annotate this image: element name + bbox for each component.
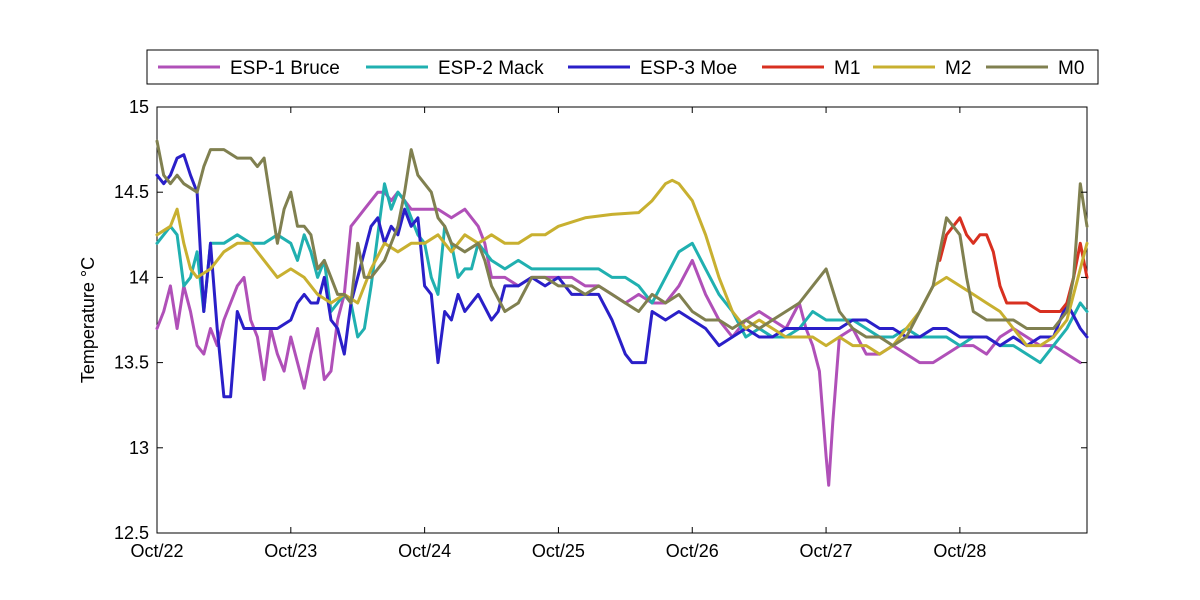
x-tick-label: Oct/27 <box>800 541 853 561</box>
y-tick-label: 12.5 <box>114 523 149 543</box>
legend-label-m1: M1 <box>834 58 860 79</box>
axis-layer: 12.5 13 13.5 14 14.5 15 Oct/22 Oct/23 Oct/24 Oct/… <box>114 97 1087 561</box>
series-line-m1 <box>938 216 1089 313</box>
y-tick-label: 14 <box>129 267 149 287</box>
x-tick-label: Oct/22 <box>130 541 183 561</box>
y-tick-label: 15 <box>129 97 149 117</box>
legend-label-m2: M2 <box>945 58 971 79</box>
x-tick-label: Oct/26 <box>666 541 719 561</box>
series-line-esp-3-moe <box>155 153 1089 399</box>
x-tick-label: Oct/28 <box>933 541 986 561</box>
x-tick-label: Oct/23 <box>264 541 317 561</box>
plot-area <box>156 106 1088 534</box>
legend-label-m0: M0 <box>1058 58 1084 79</box>
legend-label-esp-3-moe: ESP-3 Moe <box>640 58 737 79</box>
series-line-m2 <box>155 178 1089 356</box>
series-line-esp-2-mack <box>155 182 1089 365</box>
series-line-m0 <box>155 139 1089 348</box>
y-axis-label: Temperature °C <box>78 257 98 383</box>
y-tick-label: 13.5 <box>114 353 149 373</box>
legend-label-esp-2-mack: ESP-2 Mack <box>438 58 544 79</box>
y-tick-label: 13 <box>129 438 149 458</box>
legend: ESP-1 Bruce ESP-2 Mack ESP-3 Moe M1 M2 M0 <box>146 49 1099 85</box>
series-layer <box>155 139 1089 487</box>
series-line-esp-1-bruce <box>155 190 1082 487</box>
x-tick-label: Oct/24 <box>398 541 451 561</box>
legend-label-esp-1-bruce: ESP-1 Bruce <box>230 58 340 79</box>
y-tick-label: 14.5 <box>114 182 149 202</box>
x-tick-label: Oct/25 <box>532 541 585 561</box>
